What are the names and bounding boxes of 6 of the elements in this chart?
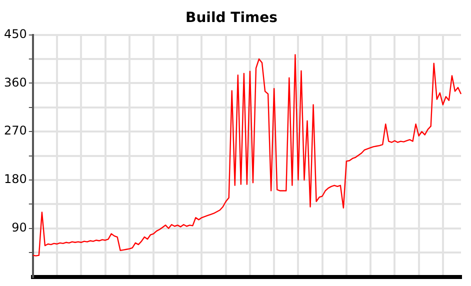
y-tick-label: 360 [4, 75, 27, 90]
y-tick-label: 270 [4, 124, 27, 138]
chart-title: Build Times [186, 10, 278, 26]
y-tick-label: 180 [4, 172, 27, 186]
y-tick-label: 450 [4, 26, 27, 41]
y-tick-label: 90 [12, 220, 27, 235]
